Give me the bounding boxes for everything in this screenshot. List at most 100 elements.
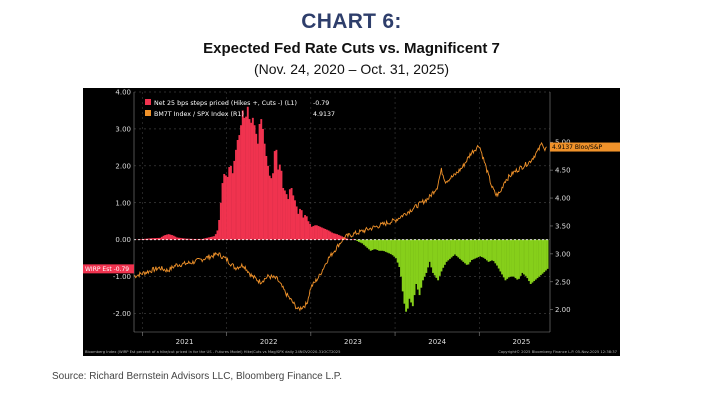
rate-bar (415, 239, 418, 284)
rate-bar (506, 239, 509, 279)
rate-bar (358, 239, 360, 242)
rate-bar (211, 236, 214, 240)
rate-bar (440, 239, 443, 272)
right-marker-text: 4.9137 Bloo/S&P (552, 144, 603, 151)
rate-bar (240, 125, 242, 240)
rate-bar (450, 239, 453, 258)
rate-bar (233, 160, 236, 240)
rate-bar (250, 122, 253, 240)
rate-bar (391, 239, 394, 256)
rate-bar (384, 239, 387, 252)
left-tick-label: 0.00 (115, 236, 131, 244)
rate-bar (157, 237, 160, 240)
rate-bar (150, 238, 153, 240)
rate-bar (319, 226, 322, 240)
legend-label-ratio: BM7T Index / SPX Index (R1) (154, 111, 244, 118)
rate-bar (410, 239, 413, 303)
rate-bar (169, 234, 172, 240)
rate-bar (422, 239, 424, 281)
rate-bar (432, 239, 434, 273)
rate-bar (437, 239, 440, 281)
rate-bar (475, 239, 478, 258)
rate-bar (529, 239, 532, 284)
rate-bar (504, 239, 507, 281)
rate-bar (352, 238, 355, 240)
bars-layer (134, 106, 549, 312)
rate-bar (300, 210, 303, 240)
rate-bar (262, 128, 264, 240)
rate-bar (314, 225, 317, 240)
rate-bar (149, 238, 152, 240)
x-tick-label: 2024 (428, 338, 446, 346)
rate-bar (472, 239, 475, 260)
rate-bar (448, 239, 451, 259)
right-marker-bg (550, 142, 620, 152)
rate-bar (459, 239, 461, 259)
left-marker: WIRP Est -0.79 (83, 264, 134, 274)
rate-bar (255, 133, 258, 240)
rate-bar (428, 239, 431, 262)
rate-bar (263, 143, 266, 240)
legend-swatch-ratio (145, 110, 151, 116)
rate-bar (209, 236, 212, 240)
rate-bar (219, 202, 222, 240)
rate-bar (337, 234, 340, 240)
rate-bar (452, 239, 455, 256)
rate-bar (401, 239, 404, 292)
rate-bar (216, 230, 219, 240)
rate-bar (164, 235, 167, 240)
rate-bar (282, 188, 285, 240)
rate-bar (492, 239, 495, 262)
rate-bar (295, 206, 298, 240)
rate-bar (413, 239, 416, 296)
rate-bar (336, 234, 338, 240)
rate-bar (245, 116, 248, 240)
rate-bar (196, 238, 199, 240)
rate-bar (228, 167, 231, 240)
rate-bar (514, 239, 517, 279)
rate-bar (509, 239, 512, 277)
rate-bar (359, 239, 362, 243)
chart-footer-right: Copyright© 2025 Bloomberg Finance L.P. 0… (498, 350, 617, 354)
legend: Net 25 bps steps priced (Hikes +, Cuts -… (145, 99, 335, 118)
rate-bar (406, 239, 409, 309)
rate-bar (299, 208, 301, 240)
rate-bar (524, 239, 527, 276)
rate-bar (433, 239, 436, 276)
rate-bar (309, 224, 312, 240)
rate-bar (167, 234, 170, 240)
rate-bar (288, 189, 291, 240)
rate-bar (526, 239, 529, 279)
rate-bar (425, 239, 428, 273)
left-marker-text: WIRP Est -0.79 (85, 266, 129, 273)
rate-bar (369, 239, 372, 251)
rate-bar (192, 238, 195, 240)
rate-bar (381, 239, 384, 251)
rate-bar (246, 106, 249, 240)
source-note: Source: Richard Bernstein Advisors LLC, … (52, 371, 342, 382)
rate-bar (368, 239, 370, 250)
rate-bar (283, 190, 286, 240)
rate-bar (292, 195, 295, 240)
rate-bar (418, 239, 421, 296)
rate-bar (223, 173, 226, 240)
rate-bar (140, 239, 143, 240)
rate-bar (416, 239, 419, 290)
rate-bar (420, 239, 423, 288)
rate-bar (218, 220, 221, 240)
rate-bar (187, 238, 190, 240)
rate-bar (494, 239, 497, 264)
rate-bar (341, 236, 344, 240)
rate-bar (224, 175, 227, 240)
rate-bar (304, 215, 306, 240)
chart-label: CHART 6: (301, 10, 402, 33)
rate-bar (236, 140, 239, 240)
rate-bar (518, 239, 520, 279)
rate-bar (248, 119, 251, 240)
rate-bar (260, 119, 263, 240)
rate-bar (213, 236, 216, 240)
rate-bar (251, 117, 254, 240)
left-tick-label: 4.00 (115, 89, 131, 97)
rate-bar (447, 239, 450, 261)
rate-bar (373, 239, 376, 250)
